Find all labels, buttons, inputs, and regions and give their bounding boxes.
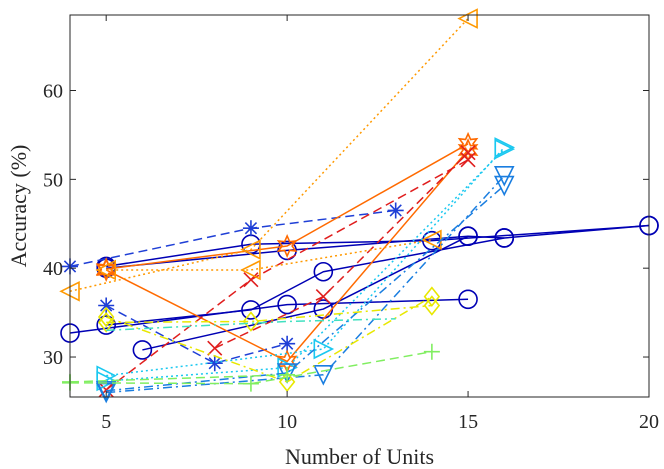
series-s22 [106,318,396,332]
x-tick-label: 20 [639,411,659,433]
y-tick-label: 50 [43,169,63,191]
y-tick-label: 40 [43,258,63,280]
data-point-diamond [242,311,260,332]
x-tick-label: 15 [458,411,478,433]
data-point-triangle-left [95,259,116,281]
series-line [69,18,469,293]
series-line [69,374,288,383]
data-point-circle [313,261,334,282]
series-line [106,185,505,392]
data-point-plus [242,375,259,392]
data-point-triangle-left [457,8,478,29]
data-point-x [460,152,476,168]
data-point-x [98,382,114,398]
data-point-triangle-down [313,364,334,386]
plot-area [70,15,649,397]
data-point-circle [458,226,478,247]
axes-layer [69,14,650,398]
y-tick-label: 60 [43,81,63,103]
data-point-asterisk [279,335,296,352]
series-s17 [95,175,515,402]
axes-box [69,14,650,398]
data-point-diamond [423,295,441,316]
data-point-x [460,145,476,161]
data-point-triangle-left [240,239,261,260]
data-point-diamond [97,312,115,333]
data-point-triangle-down [276,363,298,384]
x-tick-label: 5 [101,411,111,433]
series-s10 [98,152,476,398]
data-point-x [315,289,331,305]
series-s7 [98,297,296,372]
data-point-diamond [278,371,296,393]
series-line [142,235,469,351]
series-line [69,350,433,385]
data-point-asterisk [206,355,223,372]
data-point-x [243,272,259,288]
data-point-plus [423,343,440,360]
data-point-circle [458,289,478,310]
series-s11 [207,145,476,356]
series-line [106,318,396,332]
data-point-x [207,340,223,356]
series-line [106,224,650,268]
series-s4 [60,289,478,343]
series-line [105,304,288,364]
data-point-circle [494,228,515,248]
data-point-triangle-left [240,259,261,281]
y-axis-label: Accuracy (%) [6,145,31,268]
data-point-asterisk [98,297,115,314]
data-point-triangle-down [493,175,515,197]
data-point-asterisk [387,202,404,219]
series-layer [59,8,659,404]
data-point-diamond [97,306,115,328]
data-point-triangle-right [494,138,516,160]
series-line [106,143,469,270]
series-line [106,175,505,394]
y-tick-label: 30 [43,347,63,369]
data-point-hexagram [276,233,298,258]
data-point-triangle-right [313,338,335,360]
x-tick-label: 10 [277,411,297,433]
data-point-circle [96,315,116,335]
series-line [105,159,469,391]
x-axis-label: Number of Units [285,444,434,469]
data-point-plus [279,366,296,383]
data-point-triangle-down [95,380,117,402]
series-line [69,298,469,334]
data-point-circle [277,294,297,315]
ticks-layer: 5 10 15 20 30 40 50 60 [43,15,659,433]
series-s19 [97,295,441,333]
series-line [105,149,469,363]
data-point-circle [132,340,153,360]
data-point-asterisk [242,220,259,237]
